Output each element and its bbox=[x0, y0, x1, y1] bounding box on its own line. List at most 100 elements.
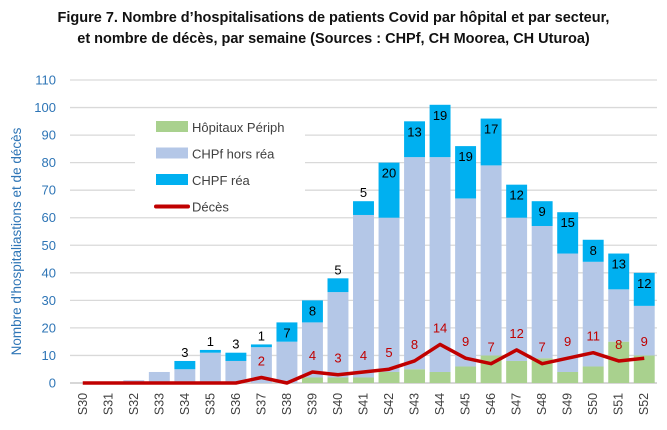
bar-segment bbox=[608, 289, 630, 342]
y-tick-label: 60 bbox=[42, 210, 56, 225]
legend-swatch bbox=[156, 121, 188, 132]
bar-segment bbox=[582, 261, 604, 367]
bar-segment bbox=[557, 212, 579, 254]
y-tick-label: 30 bbox=[42, 293, 56, 308]
y-tick-label: 80 bbox=[42, 155, 56, 170]
death-label: 7 bbox=[487, 340, 494, 355]
x-tick-label: S38 bbox=[280, 393, 294, 415]
bar-segment bbox=[301, 322, 323, 378]
bar-segment bbox=[250, 347, 272, 383]
bar-segment bbox=[429, 157, 451, 372]
data-label: 20 bbox=[382, 166, 396, 181]
deaths-line bbox=[82, 342, 645, 385]
bar-segment bbox=[531, 201, 553, 226]
data-label: 3 bbox=[232, 337, 239, 352]
data-label: 15 bbox=[560, 215, 574, 230]
bar-segment bbox=[225, 352, 247, 361]
y-tick-label: 90 bbox=[42, 128, 56, 143]
bar-segment bbox=[531, 358, 553, 383]
death-label: 9 bbox=[462, 334, 469, 349]
death-label: 9 bbox=[564, 334, 571, 349]
bar-segment bbox=[429, 371, 451, 383]
y-tick-label: 40 bbox=[42, 265, 56, 280]
death-label: 8 bbox=[411, 337, 418, 352]
y-tick-label: 70 bbox=[42, 183, 56, 198]
data-label: 13 bbox=[407, 124, 421, 139]
legend-label: CHPf hors réa bbox=[192, 147, 275, 162]
bar-segment bbox=[557, 253, 579, 372]
bar-segment bbox=[174, 369, 196, 383]
x-tick-label: S51 bbox=[612, 393, 626, 415]
y-tick-label: 50 bbox=[42, 238, 56, 253]
data-label: 12 bbox=[637, 276, 651, 291]
x-tick-label: S43 bbox=[408, 393, 422, 415]
bar-segment bbox=[506, 217, 528, 361]
death-label: 12 bbox=[509, 326, 523, 341]
legend-swatch bbox=[156, 174, 188, 185]
x-tick-label: S32 bbox=[127, 393, 141, 415]
death-label: 8 bbox=[615, 337, 622, 352]
death-label: 4 bbox=[309, 348, 316, 363]
data-label: 17 bbox=[484, 122, 498, 137]
bar-segment bbox=[327, 377, 349, 383]
bar-segment bbox=[608, 253, 630, 290]
bar-segment bbox=[353, 201, 374, 215]
x-tick-label: S33 bbox=[152, 393, 166, 415]
data-label: 1 bbox=[258, 328, 265, 343]
bar-segment bbox=[250, 344, 272, 348]
bar-segment bbox=[582, 239, 604, 262]
y-axis-label: Nombre d'hospitaliastions et de décès bbox=[9, 127, 24, 355]
x-tick-label: S45 bbox=[459, 393, 473, 415]
x-tick-label: S40 bbox=[331, 393, 345, 415]
bar-segment bbox=[404, 121, 426, 158]
bar-segment bbox=[429, 104, 451, 158]
legend-label: Hôpitaux Périph bbox=[192, 120, 285, 135]
bar-segment bbox=[455, 146, 477, 199]
bar-segment bbox=[378, 371, 400, 383]
x-tick-label: S31 bbox=[101, 393, 115, 415]
title-line-1: Figure 7. Nombre d’hospitalisations de p… bbox=[57, 10, 610, 26]
data-label: 19 bbox=[433, 108, 447, 123]
bar-segment bbox=[327, 278, 349, 293]
data-label: 5 bbox=[334, 262, 341, 277]
bar-segment bbox=[506, 184, 528, 218]
x-tick-label: S35 bbox=[203, 393, 217, 415]
bar-segment bbox=[353, 377, 374, 383]
death-label: 2 bbox=[258, 353, 265, 368]
y-tick-label: 0 bbox=[49, 376, 56, 391]
data-label: 19 bbox=[458, 149, 472, 164]
death-label: 14 bbox=[433, 320, 447, 335]
y-tick-label: 110 bbox=[35, 73, 56, 88]
x-tick-label: S52 bbox=[637, 393, 651, 415]
x-tick-label: S42 bbox=[382, 393, 396, 415]
x-tick-label: S48 bbox=[535, 393, 549, 415]
x-tick-label: S30 bbox=[76, 393, 90, 415]
x-tick-label: S49 bbox=[561, 393, 575, 415]
bar-segment bbox=[633, 305, 655, 356]
y-tick-label: 10 bbox=[42, 348, 56, 363]
y-tick-label: 100 bbox=[34, 100, 56, 115]
bar-segment bbox=[199, 349, 221, 353]
bar-segment bbox=[276, 322, 298, 342]
bar-segment bbox=[225, 360, 247, 383]
bar-segment bbox=[404, 157, 426, 370]
bar-segment bbox=[480, 118, 502, 166]
y-tick-label: 20 bbox=[42, 320, 56, 335]
bar-segment bbox=[301, 377, 323, 383]
legend-label: Décès bbox=[192, 200, 229, 215]
x-tick-label: S47 bbox=[510, 393, 524, 415]
x-tick-label: S46 bbox=[484, 393, 498, 415]
bar-segment bbox=[174, 360, 196, 370]
death-label: 4 bbox=[360, 348, 367, 363]
legend-label: CHPF réa bbox=[192, 173, 251, 188]
bar-segment bbox=[455, 366, 477, 383]
death-label: 3 bbox=[334, 351, 341, 366]
data-label: 3 bbox=[181, 345, 188, 360]
bar-segment bbox=[455, 198, 477, 367]
data-label: 12 bbox=[509, 188, 523, 203]
x-tick-label: S41 bbox=[357, 393, 371, 415]
bar-segment bbox=[199, 352, 221, 383]
x-tick-label: S39 bbox=[305, 393, 319, 415]
data-label: 7 bbox=[283, 325, 290, 340]
